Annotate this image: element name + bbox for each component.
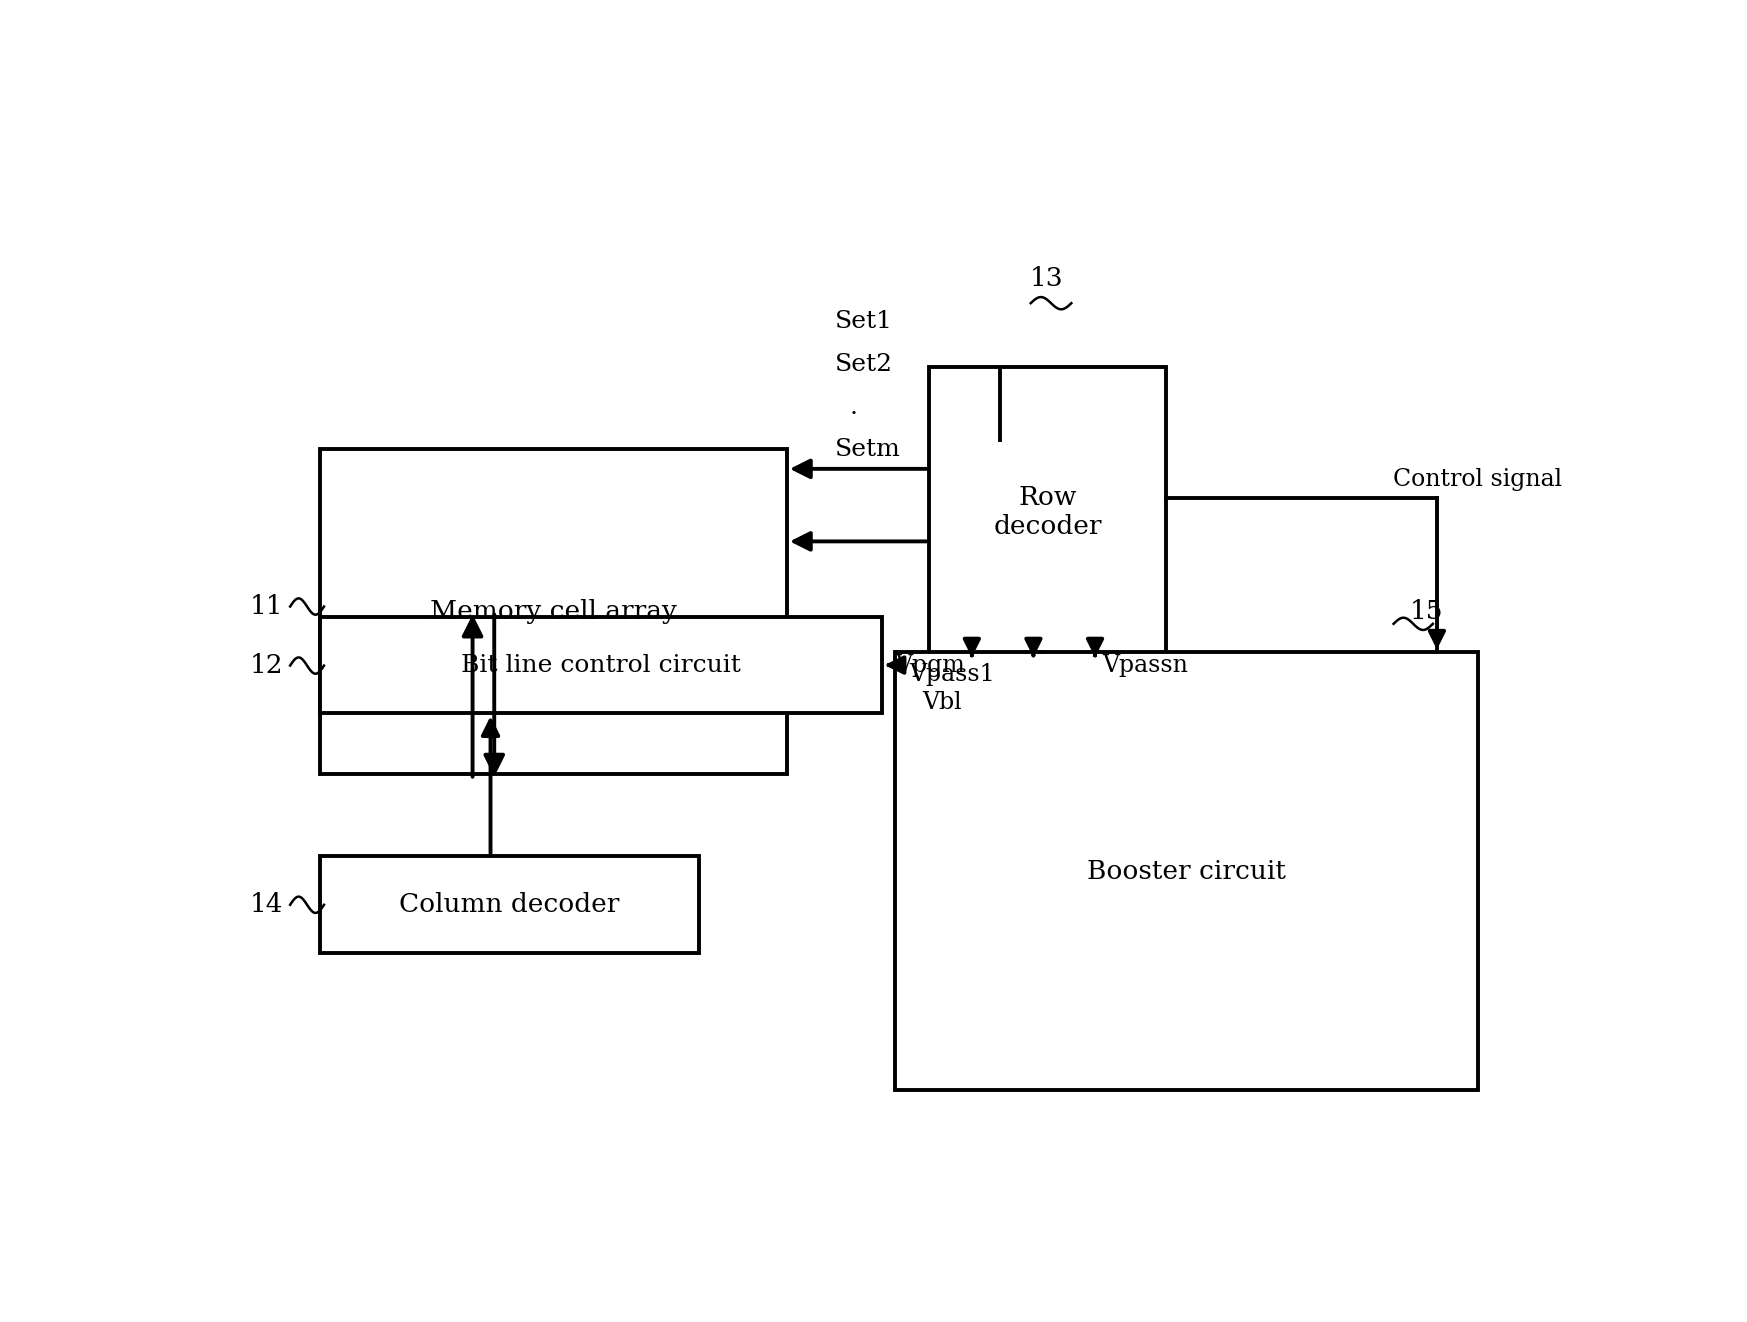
Text: ···: ··· xyxy=(1020,641,1046,669)
Text: 11: 11 xyxy=(250,594,283,619)
Text: Booster circuit: Booster circuit xyxy=(1087,859,1286,883)
Bar xyxy=(320,448,786,775)
Text: Setm: Setm xyxy=(835,439,900,461)
Text: Bit line control circuit: Bit line control circuit xyxy=(461,653,741,677)
Text: Vpass1: Vpass1 xyxy=(908,662,994,686)
Text: Vpassn: Vpassn xyxy=(1102,653,1188,677)
Text: Vbl: Vbl xyxy=(922,690,963,714)
Bar xyxy=(320,616,882,714)
Text: .: . xyxy=(835,395,858,419)
Text: 12: 12 xyxy=(250,653,283,678)
Text: 13: 13 xyxy=(1031,266,1064,291)
Text: Memory cell array: Memory cell array xyxy=(430,599,676,624)
Text: 15: 15 xyxy=(1410,599,1443,624)
Text: Column decoder: Column decoder xyxy=(400,892,620,916)
Text: Set1: Set1 xyxy=(835,311,893,333)
Bar xyxy=(894,652,1478,1091)
Text: 14: 14 xyxy=(250,892,283,917)
Text: Vpgm: Vpgm xyxy=(894,653,964,677)
Bar xyxy=(929,368,1165,657)
Text: Set2: Set2 xyxy=(835,353,893,375)
Text: Row
decoder: Row decoder xyxy=(994,485,1102,539)
Text: Control signal: Control signal xyxy=(1392,468,1562,490)
Bar xyxy=(320,855,699,953)
